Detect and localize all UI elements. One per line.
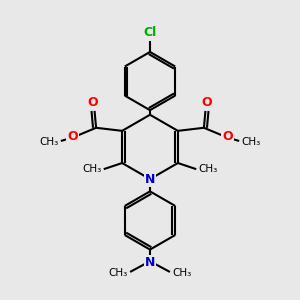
Text: O: O: [67, 130, 77, 143]
Text: CH₃: CH₃: [172, 268, 191, 278]
Text: CH₃: CH₃: [109, 268, 128, 278]
Text: O: O: [88, 96, 98, 109]
Text: CH₃: CH₃: [198, 164, 218, 174]
Text: O: O: [223, 130, 233, 143]
Text: CH₃: CH₃: [82, 164, 102, 174]
Text: N: N: [145, 172, 155, 186]
Text: Cl: Cl: [143, 26, 157, 39]
Text: CH₃: CH₃: [241, 137, 260, 148]
Text: N: N: [145, 256, 155, 269]
Text: O: O: [202, 96, 212, 109]
Text: CH₃: CH₃: [40, 137, 59, 148]
